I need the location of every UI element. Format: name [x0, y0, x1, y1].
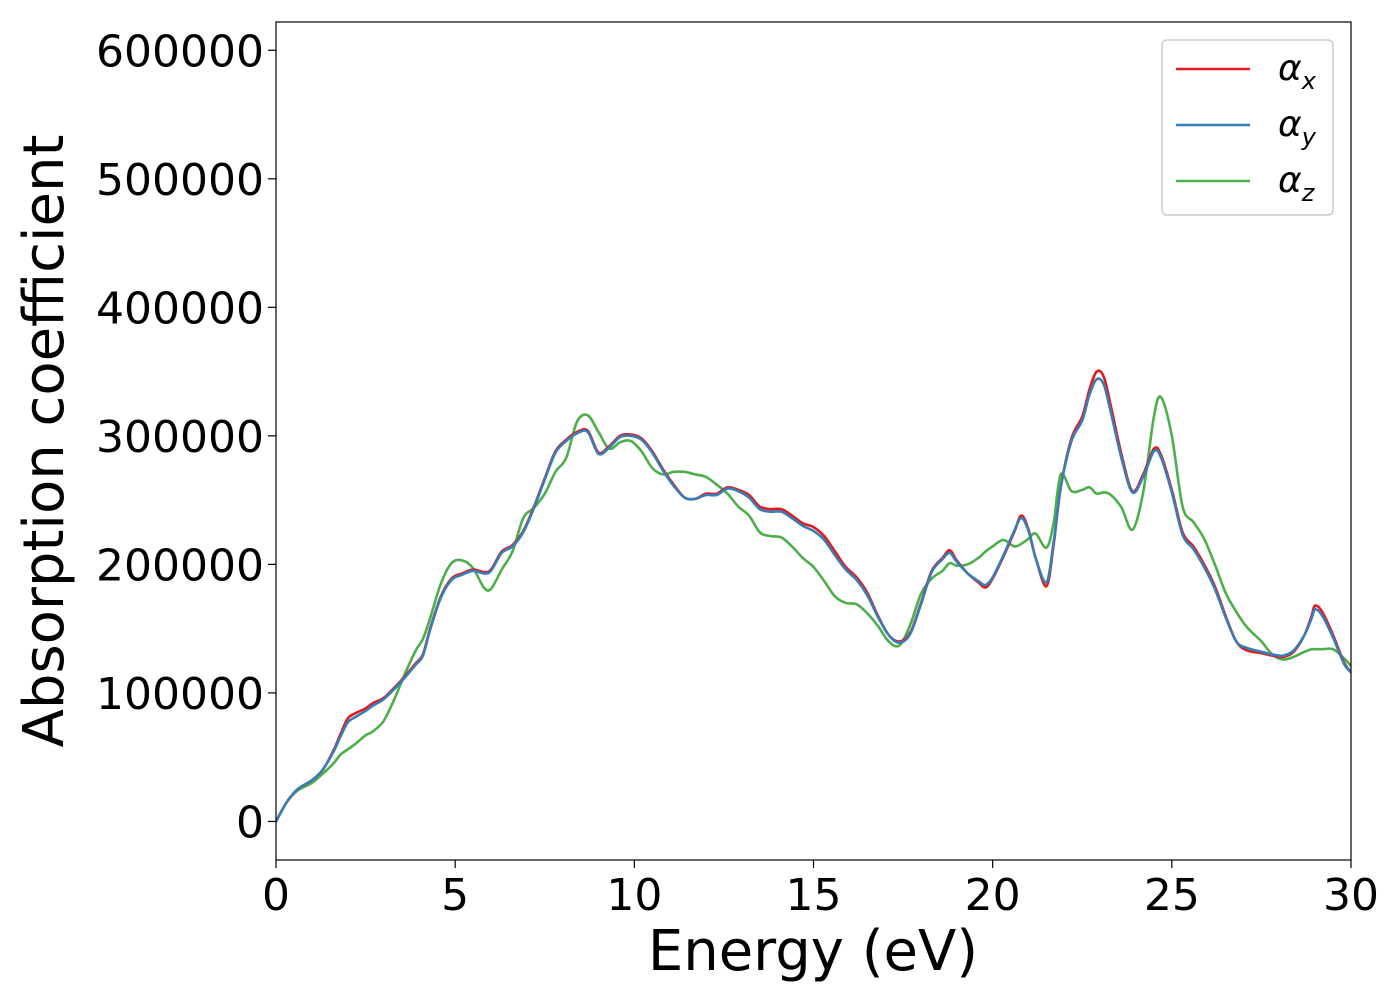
series-line-alpha-z: [276, 395, 1351, 823]
series-layer: [276, 369, 1351, 823]
x-tick-label: 20: [965, 870, 1021, 921]
y-tick-label: 100000: [96, 669, 264, 720]
legend-label-alpha-y: αy: [1278, 104, 1317, 151]
legend-label-symbol: α: [1278, 48, 1302, 89]
x-axis-label: Energy (eV): [648, 919, 978, 984]
x-axis: 0 5 10 15 20 25 30: [262, 860, 1379, 921]
legend-label-subscript: y: [1301, 123, 1317, 151]
legend-label-symbol: α: [1278, 160, 1302, 201]
x-tick-label: 25: [1144, 870, 1200, 921]
y-tick-label: 600000: [96, 26, 264, 77]
y-tick-label: 0: [236, 797, 264, 848]
x-tick-label: 0: [262, 870, 290, 921]
legend-label-subscript: x: [1301, 67, 1317, 95]
x-tick-label: 10: [606, 870, 662, 921]
y-tick-label: 500000: [96, 155, 264, 206]
x-tick-label: 15: [786, 870, 842, 921]
y-tick-label: 300000: [96, 412, 264, 463]
y-tick-label: 200000: [96, 540, 264, 591]
x-tick-label: 5: [441, 870, 469, 921]
x-tick-label: 30: [1323, 870, 1379, 921]
legend-label-alpha-z: αz: [1278, 160, 1316, 207]
legend-label-subscript: z: [1301, 179, 1316, 207]
y-tick-label: 400000: [96, 283, 264, 334]
legend-label-alpha-x: αx: [1278, 48, 1317, 95]
y-axis-label: Absorption coefficient: [12, 135, 77, 748]
legend-box: [1161, 39, 1334, 216]
series-line-alpha-y: [276, 377, 1351, 823]
y-axis: 0 100000 200000 300000 400000 500000 600000: [96, 26, 276, 848]
legend-label-symbol: α: [1278, 104, 1302, 145]
